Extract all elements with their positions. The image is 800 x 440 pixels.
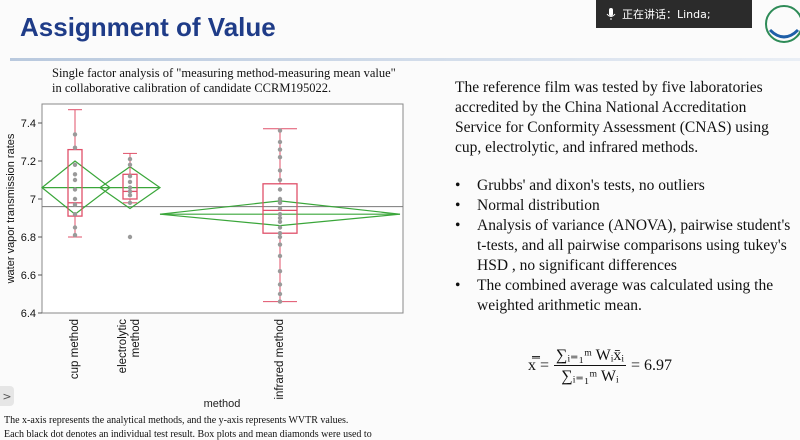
x-tick-label: electrolytic method <box>117 319 142 374</box>
formula: x̿ = ∑ᵢ₌₁ᵐ Wᵢx̄ᵢ ∑ᵢ₌₁ᵐ Wᵢ = 6.97 <box>528 345 672 386</box>
bullet-list: Grubbs' and dixon's tests, no outliersNo… <box>455 176 795 316</box>
data-point <box>127 200 133 205</box>
x-tick-label: infrared method <box>273 319 286 400</box>
data-point <box>277 206 283 211</box>
y-tick-label: 7.4 <box>21 118 36 130</box>
data-point <box>277 269 283 274</box>
data-point <box>127 162 133 167</box>
data-point <box>277 215 283 221</box>
data-point <box>127 193 133 198</box>
data-point <box>277 128 283 133</box>
data-point <box>72 162 78 167</box>
x-tick-label: cup method <box>68 319 81 380</box>
bullet: Grubbs' and dixon's tests, no outliers <box>455 176 795 196</box>
y-tick-label: 7 <box>30 194 36 206</box>
denominator: ∑ᵢ₌₁ᵐ Wᵢ <box>561 368 619 385</box>
fraction: ∑ᵢ₌₁ᵐ Wᵢx̄ᵢ ∑ᵢ₌₁ᵐ Wᵢ <box>554 345 626 386</box>
meeting-bar: 正在讲话：Linda; <box>596 0 752 28</box>
bullet: Normal distribution <box>455 196 795 216</box>
data-point <box>127 189 133 194</box>
data-point <box>277 299 283 304</box>
speaker: 正在讲话：Linda; <box>622 8 711 21</box>
data-point <box>277 168 283 173</box>
data-point <box>72 145 78 150</box>
data-point <box>277 282 283 287</box>
data-point <box>277 139 283 145</box>
plot-frame <box>41 103 404 314</box>
data-point <box>277 242 283 247</box>
data-point <box>277 231 283 236</box>
data-point <box>277 155 283 160</box>
data-point <box>72 177 78 183</box>
formula-lhs: x̿ = <box>528 356 550 374</box>
x-axis-label: method <box>204 398 241 410</box>
title-rule <box>10 58 800 61</box>
note-line: The x-axis represents the analytical met… <box>4 415 349 426</box>
bullet: The combined average was calculated usin… <box>455 276 795 316</box>
paragraph: The reference film was tested by five la… <box>455 79 769 156</box>
caption-line: in collaborative calibration of candidat… <box>52 81 332 95</box>
data-point <box>277 177 283 183</box>
nav-button[interactable]: > <box>0 386 14 406</box>
data-point <box>127 174 133 179</box>
data-point <box>72 232 78 238</box>
data-point <box>127 234 133 240</box>
chart: 6.4 6.6 6.8 7 7.2 7.4 water vapor transmission… <box>5 103 404 410</box>
data-point <box>72 212 78 217</box>
y-tick-label: 6.4 <box>21 308 36 320</box>
y-axis-label: water vapor transmission rates <box>5 133 17 284</box>
data-point <box>72 202 78 207</box>
data-point <box>277 253 283 259</box>
y-tick-label: 7.2 <box>21 156 36 168</box>
data-point <box>127 156 133 162</box>
data-point <box>277 187 283 192</box>
data-point <box>277 234 283 240</box>
y-tick-label: 6.6 <box>21 270 36 282</box>
data-point <box>72 196 78 202</box>
slide-title: Assignment of Value <box>20 12 276 42</box>
chart-caption: Single factor analysis of "measuring met… <box>52 66 396 96</box>
data-point <box>127 185 133 190</box>
data-point <box>277 225 283 230</box>
formula-rhs: = 6.97 <box>630 356 672 374</box>
mic-icon <box>606 8 616 20</box>
data-point <box>127 179 133 185</box>
data-point <box>277 196 283 202</box>
data-point <box>277 219 283 224</box>
data-point <box>72 172 78 177</box>
data-point <box>72 132 78 137</box>
bullet: Analysis of variance (ANOVA), pairwise s… <box>455 216 795 276</box>
data-point <box>277 291 283 297</box>
chart-note: The x-axis represents the analytical met… <box>4 414 372 440</box>
numerator: ∑ᵢ₌₁ᵐ Wᵢx̄ᵢ <box>554 347 626 366</box>
logo <box>765 5 800 43</box>
data-point <box>277 200 283 205</box>
note-line: Each black dot denotes an individual tes… <box>4 429 372 440</box>
data-point <box>277 147 283 152</box>
y-tick-label: 6.8 <box>21 232 36 244</box>
data-point <box>277 212 283 217</box>
data-point <box>72 225 78 230</box>
data-point <box>72 187 78 192</box>
caption-line: Single factor analysis of "measuring met… <box>52 66 396 80</box>
